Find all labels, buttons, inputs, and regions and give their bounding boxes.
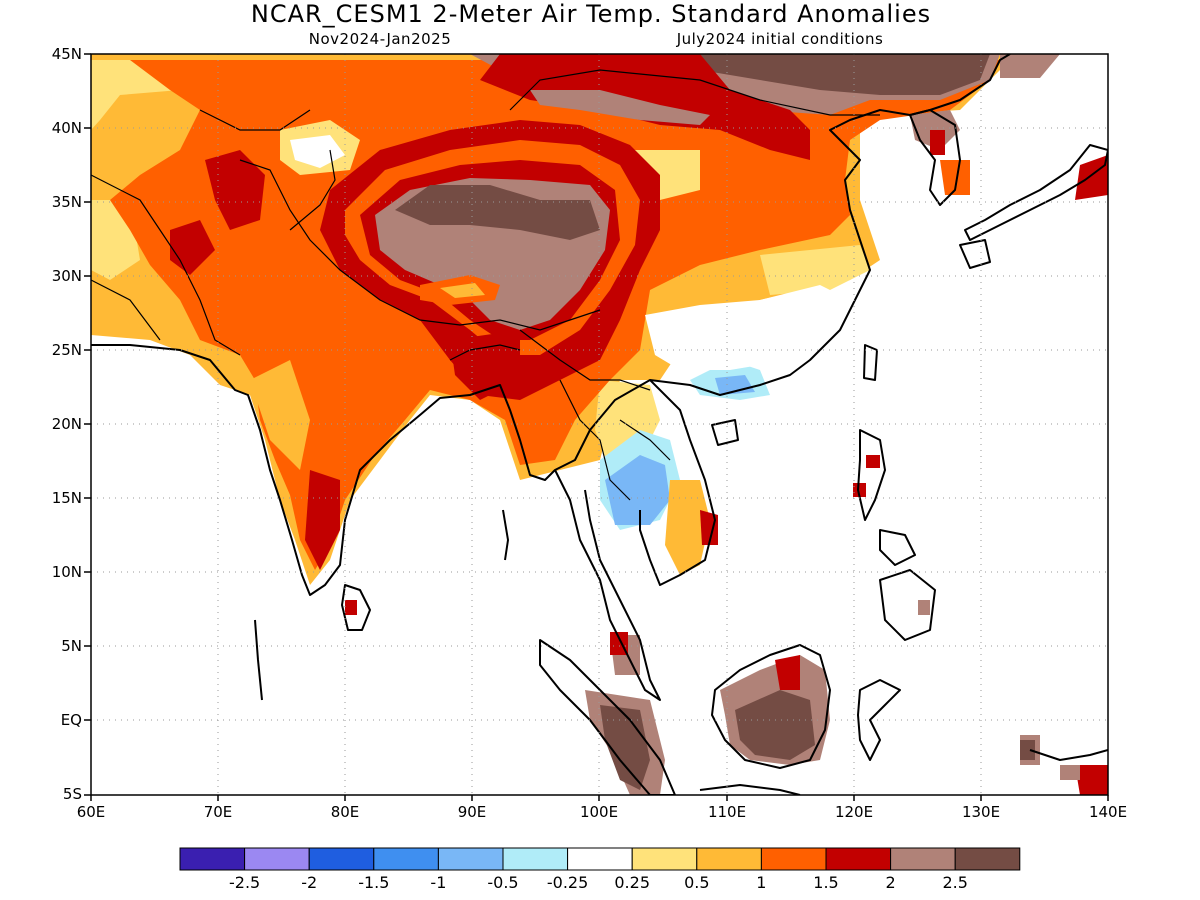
coastline-mindanao [879, 569, 936, 641]
latitude-axis: 45N 40N 35N 30N 25N 20N 15N 10N 5N EQ 5S [52, 45, 91, 803]
initial-conditions: July2024 initial conditions [676, 30, 884, 48]
coastline-korea [909, 109, 961, 206]
cool-region-05 [715, 375, 755, 395]
colorbar-label: 1.5 [813, 873, 838, 892]
lat-tick-label: 25N [52, 341, 82, 359]
lat-tick-label: 10N [52, 563, 82, 581]
colorbar-swatch [825, 847, 892, 871]
colorbar-label: -0.25 [547, 873, 588, 892]
lon-tick-label: 140E [1089, 803, 1127, 821]
anomaly-region-25 [395, 185, 600, 240]
lon-tick-label: 120E [835, 803, 873, 821]
coastline-malay-peninsula [554, 469, 661, 701]
lat-tick-label: 5S [63, 785, 82, 803]
colorbar-swatch [954, 847, 1021, 871]
coastline-andaman [502, 509, 509, 561]
coastline-luzon [857, 429, 886, 521]
coastline-visayas [879, 529, 916, 566]
colorbar-label: -1.5 [358, 873, 389, 892]
colorbar-swatch [760, 847, 827, 871]
lon-tick-label: 110E [708, 803, 746, 821]
coastline-sulawesi [857, 679, 901, 761]
coastline-japan [964, 144, 1108, 241]
colorbar-swatch [502, 847, 569, 871]
lon-tick-label: 60E [77, 803, 106, 821]
country-borders [91, 69, 880, 501]
figure-title: NCAR_CESM1 2-Meter Air Temp. Standard An… [251, 0, 931, 28]
coastline-borneo [711, 644, 831, 769]
colorbar-label: -2 [301, 873, 317, 892]
lat-tick-label: 30N [52, 267, 82, 285]
lat-tick-label: EQ [61, 711, 82, 729]
lat-tick-label: 40N [52, 119, 82, 137]
colorbar-label: 0.25 [614, 873, 650, 892]
colorbar-swatch [437, 847, 504, 871]
coastline-maldives [254, 619, 263, 701]
colorbar: -2.5 -2 -1.5 -1 -0.5 -0.25 0.25 0.5 1 1.… [179, 847, 1021, 892]
coastline-taiwan [863, 344, 878, 381]
coastline-south-asia [91, 54, 1011, 596]
coastline-indochina [639, 379, 716, 586]
lat-tick-label: 45N [52, 45, 82, 63]
lon-tick-label: 90E [458, 803, 487, 821]
colorbar-swatch [567, 847, 633, 871]
coastline-hainan [711, 419, 739, 446]
coastlines [91, 54, 1108, 795]
colorbar-label: 2.5 [942, 873, 967, 892]
coastline-sumatra [539, 639, 676, 795]
colorbar-swatch [890, 847, 956, 871]
colorbar-label: -2.5 [229, 873, 260, 892]
lon-tick-marks [90, 795, 1109, 801]
lon-tick-label: 80E [331, 803, 360, 821]
coastline-sri-lanka [341, 584, 371, 631]
colorbar-label: 1 [756, 873, 766, 892]
lat-tick-label: 35N [52, 193, 82, 211]
colorbar-swatch [308, 847, 375, 871]
lat-tick-label: 20N [52, 415, 82, 433]
anomaly-field [91, 54, 1108, 795]
lat-tick-marks [84, 53, 91, 796]
colorbar-swatch [244, 847, 310, 871]
colorbar-swatch [696, 847, 762, 871]
lat-tick-label: 15N [52, 489, 82, 507]
colorbar-swatch [179, 847, 246, 871]
colorbar-label: -0.5 [487, 873, 518, 892]
coastline-new-guinea [1029, 749, 1108, 761]
lon-tick-label: 130E [962, 803, 1000, 821]
lat-tick-label: 5N [61, 637, 82, 655]
coastline-kyushu [959, 239, 991, 269]
map-area [91, 54, 1108, 795]
lon-tick-label: 100E [580, 803, 618, 821]
colorbar-label: -1 [430, 873, 446, 892]
longitude-axis: 60E 70E 80E 90E 100E 110E 120E 130E 140E [77, 795, 1127, 821]
coastline-java [699, 784, 801, 795]
colorbar-swatch [631, 847, 698, 871]
colorbar-label: 2 [886, 873, 896, 892]
forecast-period: Nov2024-Jan2025 [309, 30, 452, 48]
colorbar-swatch [373, 847, 439, 871]
lon-tick-label: 70E [204, 803, 233, 821]
colorbar-label: 0.5 [684, 873, 709, 892]
